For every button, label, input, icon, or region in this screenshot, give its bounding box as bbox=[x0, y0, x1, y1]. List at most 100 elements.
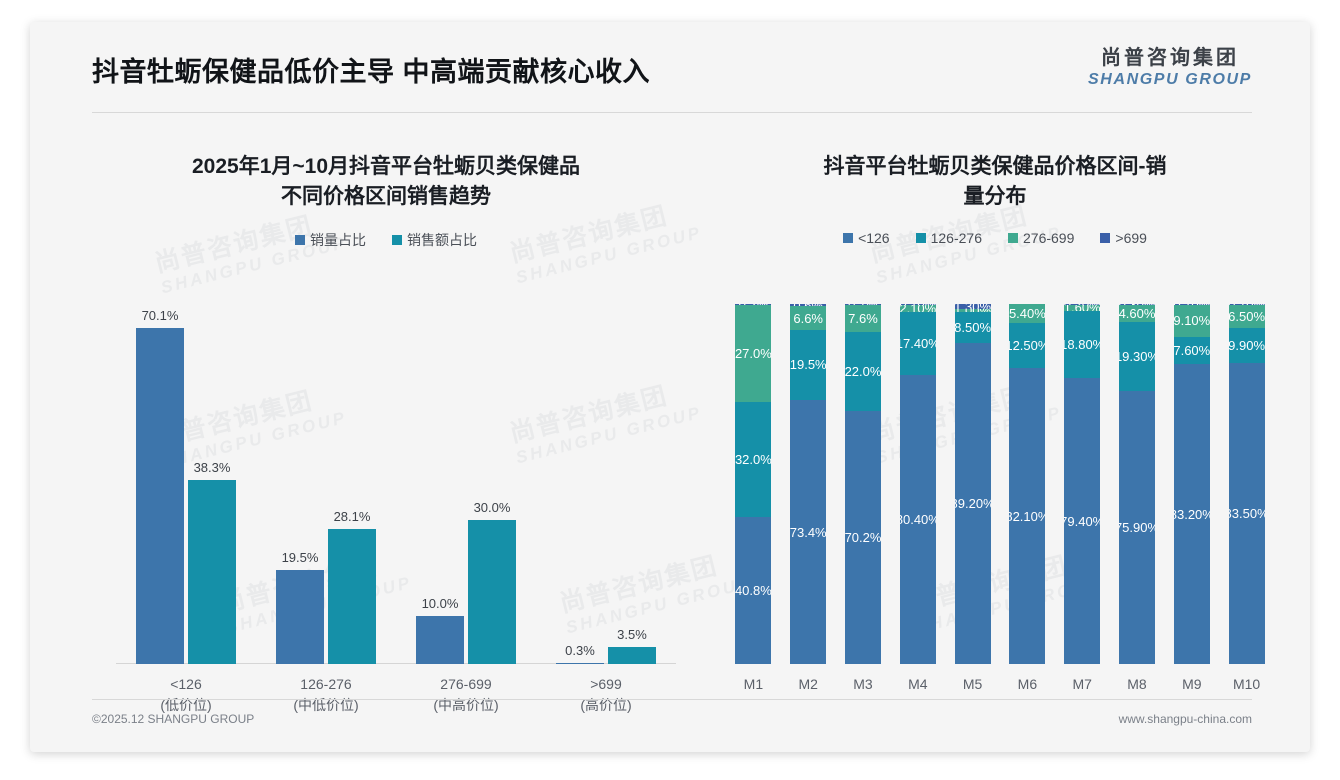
stack-segment-label: 1.60% bbox=[1064, 305, 1100, 311]
x-tick-<126: <126 (低价位) bbox=[116, 674, 256, 716]
stack-segment-126-276-M6[interactable]: 12.50% bbox=[1009, 323, 1046, 369]
stack-segment-126-276-M1[interactable]: 32.0% bbox=[735, 401, 772, 518]
stack-segment-126-276-M10[interactable]: 9.90% bbox=[1228, 327, 1265, 364]
stack-segment-label: 5.40% bbox=[1009, 306, 1046, 322]
bar-销售额占比-126-276[interactable]: 28.1% bbox=[328, 509, 376, 664]
right-chart-title-line2: 量分布 bbox=[963, 185, 1027, 208]
stack-segment-276-699-M7[interactable]: 1.60% bbox=[1064, 304, 1101, 311]
legend-item-销量占比[interactable]: 销量占比 bbox=[295, 230, 366, 250]
left-chart-title-line1: 2025年1月~10月抖音平台牡蛎贝类保健品 bbox=[191, 155, 581, 178]
stack-segment-label: 70.2% bbox=[845, 530, 881, 546]
stack-segment-label: 0.30% bbox=[1119, 304, 1155, 305]
stacked-bar-M10[interactable]: 83.50%9.90%6.50%0.10% bbox=[1228, 304, 1265, 664]
logo-chinese-text: 尚普咨询集团 bbox=[1101, 47, 1239, 69]
stack-segment->699-M7[interactable]: 0.20% bbox=[1064, 304, 1101, 305]
stack-segment-label: 79.40% bbox=[1064, 513, 1100, 529]
stack-segment-126-276-M4[interactable]: 17.40% bbox=[899, 311, 936, 375]
stack-segment-276-699-M9[interactable]: 9.10% bbox=[1173, 304, 1210, 338]
stack-segment->699-M2[interactable]: 0.6% bbox=[790, 304, 827, 307]
stack-segment-label: 22.0% bbox=[845, 364, 881, 380]
stack-segment-label: 32.0% bbox=[735, 452, 772, 468]
stack-segment-<126-M3[interactable]: 70.2% bbox=[845, 411, 881, 664]
stacked-bar-M3[interactable]: 70.2%22.0%7.6%0.1% bbox=[845, 304, 881, 664]
stack-segment-126-276-M3[interactable]: 22.0% bbox=[845, 332, 881, 412]
stack-segment-label: 80.40% bbox=[900, 511, 936, 527]
stack-segment-<126-M6[interactable]: 82.10% bbox=[1009, 368, 1046, 664]
bar-value-label: 30.0% bbox=[473, 500, 511, 515]
bar-销售额占比->699[interactable]: 3.5% bbox=[608, 627, 656, 664]
stack-segment-label: 8.50% bbox=[954, 320, 991, 336]
bar-销售额占比-<126[interactable]: 38.3% bbox=[188, 460, 236, 664]
stack-segment-label: 19.30% bbox=[1119, 348, 1155, 364]
x-tick-range: 276-699 bbox=[440, 676, 492, 692]
stack-segment-276-699-M3[interactable]: 7.6% bbox=[845, 304, 881, 333]
stack-segment-276-699-M10[interactable]: 6.50% bbox=[1228, 304, 1265, 328]
stack-segment-126-276-M2[interactable]: 19.5% bbox=[790, 329, 827, 400]
stack-segment-label: 2.10% bbox=[899, 304, 936, 312]
stack-segment-label: 40.8% bbox=[735, 583, 772, 599]
stack-segment-label: 6.6% bbox=[793, 310, 823, 326]
legend-swatch-icon bbox=[1008, 233, 1018, 243]
stack-segment-<126-M9[interactable]: 83.20% bbox=[1173, 364, 1210, 664]
stack-segment-276-699-M8[interactable]: 4.60% bbox=[1119, 305, 1155, 322]
stack-segment-126-276-M5[interactable]: 8.50% bbox=[954, 312, 991, 343]
left-chart-title-line2: 不同价格区间销售趋势 bbox=[281, 185, 491, 208]
stack-segment-<126-M2[interactable]: 73.4% bbox=[790, 400, 827, 664]
bar-value-label: 19.5% bbox=[281, 550, 319, 566]
stack-segment-126-276-M9[interactable]: 7.60% bbox=[1173, 337, 1210, 365]
stack-segment-126-276-M8[interactable]: 19.30% bbox=[1119, 321, 1155, 392]
stack-segment->699-M8[interactable]: 0.30% bbox=[1119, 304, 1155, 306]
stack-segment-276-699-M1[interactable]: 27.0% bbox=[735, 304, 772, 402]
stack-segment-label: 6.50% bbox=[1228, 308, 1265, 324]
stacked-bar-M9[interactable]: 83.20%7.60%9.10%0.10% bbox=[1173, 304, 1210, 664]
stack-segment->699-M1[interactable]: 0.2% bbox=[735, 304, 772, 305]
stack-segment-276-699-M6[interactable]: 5.40% bbox=[1009, 304, 1046, 324]
stack-segment-label: 4.60% bbox=[1119, 305, 1155, 321]
stack-segment-126-276-M7[interactable]: 18.80% bbox=[1064, 310, 1101, 379]
stacked-bar-M6[interactable]: 82.10% 12.50% 5.40% bbox=[1009, 304, 1046, 664]
legend-item-276-699[interactable]: 276-699 bbox=[1008, 230, 1074, 246]
legend-label: <126 bbox=[858, 230, 890, 246]
legend-item-销售额占比[interactable]: 销售额占比 bbox=[392, 230, 477, 250]
bar-销量占比->699[interactable]: 0.3% bbox=[556, 643, 604, 664]
legend-swatch-icon bbox=[915, 233, 926, 243]
bar-销量占比-276-699[interactable]: 10.0% bbox=[416, 596, 464, 664]
stack-segment->699-M5[interactable]: 1.30% bbox=[954, 304, 991, 309]
stack-segment-276-699-M4[interactable]: 2.10% bbox=[899, 304, 936, 312]
legend-swatch-icon bbox=[1100, 233, 1111, 243]
stack-segment-<126-M4[interactable]: 80.40% bbox=[899, 374, 936, 664]
stack-segment-<126-M1[interactable]: 40.8% bbox=[735, 517, 772, 664]
stacked-bar-M2[interactable]: 73.4% 19.5% 6.6% 0.6% bbox=[790, 304, 827, 664]
stack-segment-<126-M5[interactable]: 89.20% bbox=[954, 342, 991, 664]
legend-item->699[interactable]: >699 bbox=[1100, 230, 1147, 246]
footer-copyright: ©2025.12 SHANGPU GROUP bbox=[92, 712, 255, 726]
x-tick-range: <126 bbox=[170, 676, 202, 692]
legend-item-126-276[interactable]: 126-276 bbox=[915, 230, 982, 246]
stack-segment-276-699-M5[interactable]: 1.00% bbox=[954, 308, 991, 313]
stacked-bar-M8[interactable]: 75.90% 19.30% 4.60%0.30% bbox=[1119, 304, 1155, 664]
stack-segment-276-699-M2[interactable]: 6.6% bbox=[790, 306, 827, 330]
stacked-bar-M5[interactable]: 89.20% 8.50% 1.00%1.30% bbox=[954, 304, 991, 664]
left-chart-x-axis-labels: <126 (低价位) 126-276 (中低价位) 276-699 (中高价位) >699 (… bbox=[116, 670, 676, 720]
x-tick-M7: M7 bbox=[1072, 676, 1092, 692]
legend-swatch-icon bbox=[392, 235, 402, 245]
legend-item-<126[interactable]: <126 bbox=[843, 230, 890, 246]
right-chart-title-line1: 抖音平台牡蛎贝类保健品价格区间-销 bbox=[823, 155, 1167, 178]
bar-销售额占比-276-699[interactable]: 30.0% bbox=[468, 500, 516, 664]
left-chart-panel: 2025年1月~10月抖音平台牡蛎贝类保健品 不同价格区间销售趋势 销量占比 销售… bbox=[76, 122, 696, 713]
bar-value-label: 10.0% bbox=[421, 596, 459, 611]
page-title: 抖音牡蛎保健品低价主导 中高端贡献核心收入 bbox=[92, 57, 651, 87]
x-tick-sublabel: (高价位) bbox=[580, 697, 632, 713]
stack-segment-<126-M7[interactable]: 79.40% bbox=[1064, 378, 1101, 664]
stacked-bar-M4[interactable]: 80.40%17.40%2.10%0.10% bbox=[899, 304, 936, 664]
bar-销量占比-126-276[interactable]: 19.5% bbox=[276, 550, 324, 664]
bar-销量占比-<126[interactable]: 70.1% bbox=[136, 308, 184, 664]
stacked-bar-M7[interactable]: 79.40% 18.80% 1.60%0.20% bbox=[1064, 304, 1101, 664]
stack-segment-label: 17.40% bbox=[900, 335, 936, 351]
stacked-bar-M1[interactable]: 40.8% 32.0% 27.0% 0.2% bbox=[735, 304, 772, 664]
bar-value-label: 28.1% bbox=[333, 509, 371, 525]
stack-segment-label: 75.90% bbox=[1119, 520, 1155, 535]
x-tick-M4: M4 bbox=[908, 676, 928, 692]
stack-segment-<126-M10[interactable]: 83.50% bbox=[1228, 363, 1265, 664]
stack-segment-<126-M8[interactable]: 75.90% bbox=[1119, 391, 1155, 664]
